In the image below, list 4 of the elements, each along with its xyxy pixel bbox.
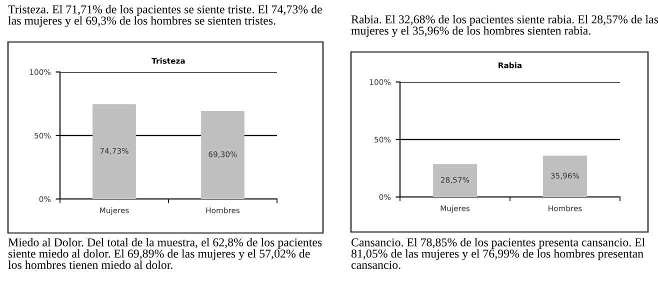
chart-subtitle: Rabia. El 32,68% de los pacientes siente rabia. El 28,57% de las mujeres y el 35,96% de los hombres sienten rabia.: [351, 15, 658, 38]
chart-subtitle: Tristeza. El 71,71% de los pacientes se siente triste. El 74,73% de las mujeres y el 69,3% de los hombres se sienten tristes.: [8, 5, 322, 28]
text: Cansancio. El 78,85% de los pacientes presenta cansancio. El 81,05% de las mujeres y el 76,99% de los hombres presentan cansancio.: [351, 238, 645, 269]
text: Miedo al Dolor. Del total de la muestra, el 62,8% de los pacientes siente miedo al dolor. El 69,89% de las mujeres y el 57,02% de los hombres tienen miedo al dolor.: [8, 238, 322, 269]
